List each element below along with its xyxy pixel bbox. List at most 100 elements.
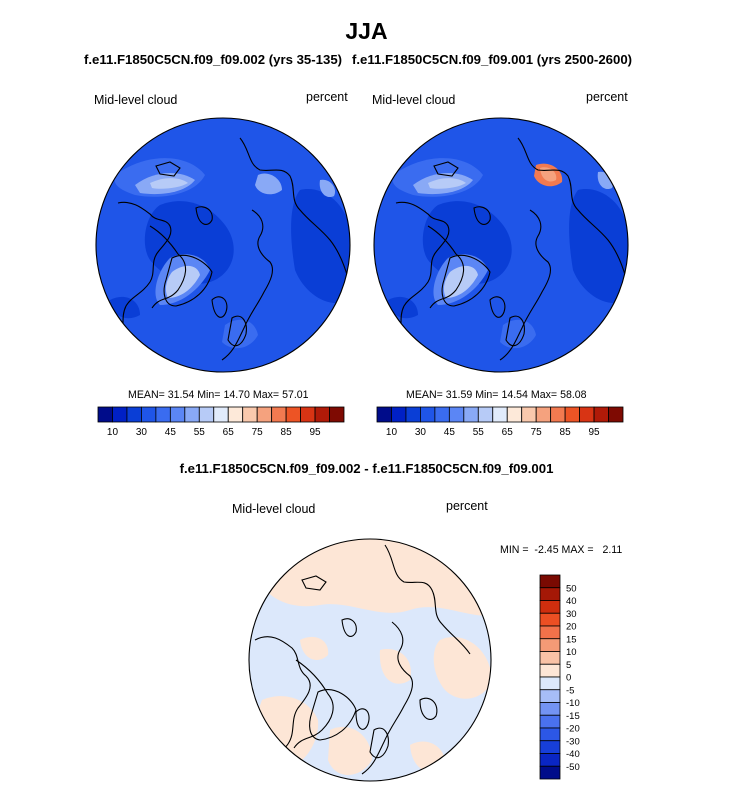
right-polar-map (373, 117, 629, 373)
right-max-label: Max= (530, 389, 558, 401)
colorbar-swatch (539, 714, 561, 729)
colorbar-swatch (271, 406, 287, 423)
colorbar-tick-label: -10 (566, 698, 580, 709)
colorbar-tick-label: -5 (566, 685, 574, 696)
colorbar-swatch (539, 765, 561, 780)
colorbar-swatch (184, 406, 200, 423)
left-max-label: Max= (252, 389, 280, 401)
colorbar-tick-label: 45 (165, 427, 177, 438)
left-panel-variable: Mid-level cloud (94, 93, 178, 107)
colorbar-swatch (539, 727, 561, 742)
right-map-border (373, 117, 629, 373)
colorbar-swatch (535, 406, 552, 423)
colorbar-swatch (539, 638, 561, 652)
right-map-coastlines (395, 137, 627, 361)
colorbar-swatch (300, 406, 316, 423)
colorbar-swatch (213, 406, 229, 423)
colorbar-tick-label: 30 (136, 427, 148, 438)
colorbar-swatch (539, 663, 561, 678)
colorbar-swatch (539, 612, 561, 627)
left-map-field (96, 118, 350, 372)
colorbar-swatch (434, 406, 450, 423)
left-map-coastlines (117, 137, 349, 361)
right-panel-variable: Mid-level cloud (372, 93, 456, 107)
right-panel-case-title: f.e11.F1850C5CN.f09_f09.001 (yrs 2500-26… (352, 52, 633, 67)
left-map-border (95, 117, 351, 373)
right-mean-value: 31.59 (445, 389, 473, 401)
right-mean-label: MEAN= (406, 389, 443, 401)
colorbar-swatch (376, 406, 392, 423)
colorbar-tick-label: 10 (107, 427, 119, 438)
colorbar-tick-label: 30 (415, 427, 427, 438)
colorbar-swatch (112, 406, 128, 423)
left-polar-map (95, 117, 351, 373)
colorbar-tick-label: 95 (588, 427, 600, 438)
colorbar-tick-label: 30 (566, 609, 577, 620)
colorbar-swatch (539, 753, 561, 767)
colorbar-tick-label: -40 (566, 749, 580, 760)
colorbar-swatch (539, 740, 561, 754)
colorbar-tick-label: 0 (566, 673, 571, 684)
colorbar-tick-label: 75 (531, 427, 543, 438)
colorbar-swatch (579, 406, 595, 423)
colorbar-tick-label: 75 (252, 427, 264, 438)
colorbar-tick-label: -50 (566, 762, 580, 773)
colorbar-tick-label: 10 (386, 427, 398, 438)
colorbar-swatch (539, 574, 561, 589)
colorbar-tick-label: 55 (194, 427, 206, 438)
figure-title: JJA (345, 18, 388, 44)
left-panel-case-title: f.e11.F1850C5CN.f09_f09.002 (yrs 35-135) (84, 52, 343, 67)
colorbar-swatch (391, 406, 407, 423)
left-panel-stats: MEAN= 31.54 Min= 14.70 Max= 57.01 (128, 389, 309, 401)
left-mean-value: 31.54 (167, 389, 195, 401)
colorbar-swatch (539, 600, 561, 614)
difference-title: f.e11.F1850C5CN.f09_f09.002 - f.e11.F185… (179, 461, 554, 476)
colorbar-swatch (242, 406, 258, 423)
colorbar-swatch (593, 406, 609, 423)
colorbar-tick-label: 10 (566, 647, 577, 658)
colorbar-swatch (227, 406, 244, 423)
colorbar-swatch (420, 406, 436, 423)
colorbar-swatch (141, 406, 157, 423)
colorbar-tick-label: -30 (566, 736, 580, 747)
colorbar-swatch (329, 406, 345, 423)
colorbar-swatch (539, 587, 561, 601)
diff-panel-units: percent (446, 499, 488, 513)
colorbar-tick-label: 55 (473, 427, 485, 438)
left-max-value: 57.01 (282, 389, 309, 401)
right-map-field (374, 118, 628, 372)
colorbar-swatch (448, 406, 465, 423)
colorbar-swatch (539, 689, 561, 703)
colorbar-tick-label: 5 (566, 660, 571, 671)
colorbar-swatch (97, 406, 113, 423)
colorbar-tick-label: -15 (566, 711, 580, 722)
left-mean-label: MEAN= (128, 389, 165, 401)
colorbar-swatch (463, 406, 479, 423)
right-panel-units: percent (586, 90, 628, 104)
colorbar-swatch (198, 406, 215, 423)
colorbar-tick-label: 50 (566, 583, 577, 594)
left-min-label: Min= (197, 389, 221, 401)
right-min-label: Min= (475, 389, 499, 401)
colorbar-swatch (169, 406, 186, 423)
right-max-value: 58.08 (560, 389, 587, 401)
left-min-value: 14.70 (223, 389, 250, 401)
colorbar-tick-label: 45 (444, 427, 456, 438)
colorbar-tick-label: 85 (560, 427, 572, 438)
colorbar-swatch (405, 406, 421, 423)
colorbar-swatch (256, 406, 273, 423)
colorbar-tick-label: 15 (566, 634, 577, 645)
colorbar-swatch (564, 406, 580, 423)
colorbar-tick-label: 85 (281, 427, 293, 438)
colorbar-swatch (539, 676, 561, 691)
colorbar-swatch (477, 406, 494, 423)
difference-polar-map (248, 538, 492, 782)
colorbar-tick-label: 95 (309, 427, 321, 438)
left-colorbar: 10 30 45 55 65 75 85 95 (97, 406, 345, 438)
colorbar-tick-label: 65 (223, 427, 235, 438)
colorbar-swatch (521, 406, 537, 423)
colorbar-swatch (550, 406, 566, 423)
colorbar-tick-label: -20 (566, 724, 580, 735)
